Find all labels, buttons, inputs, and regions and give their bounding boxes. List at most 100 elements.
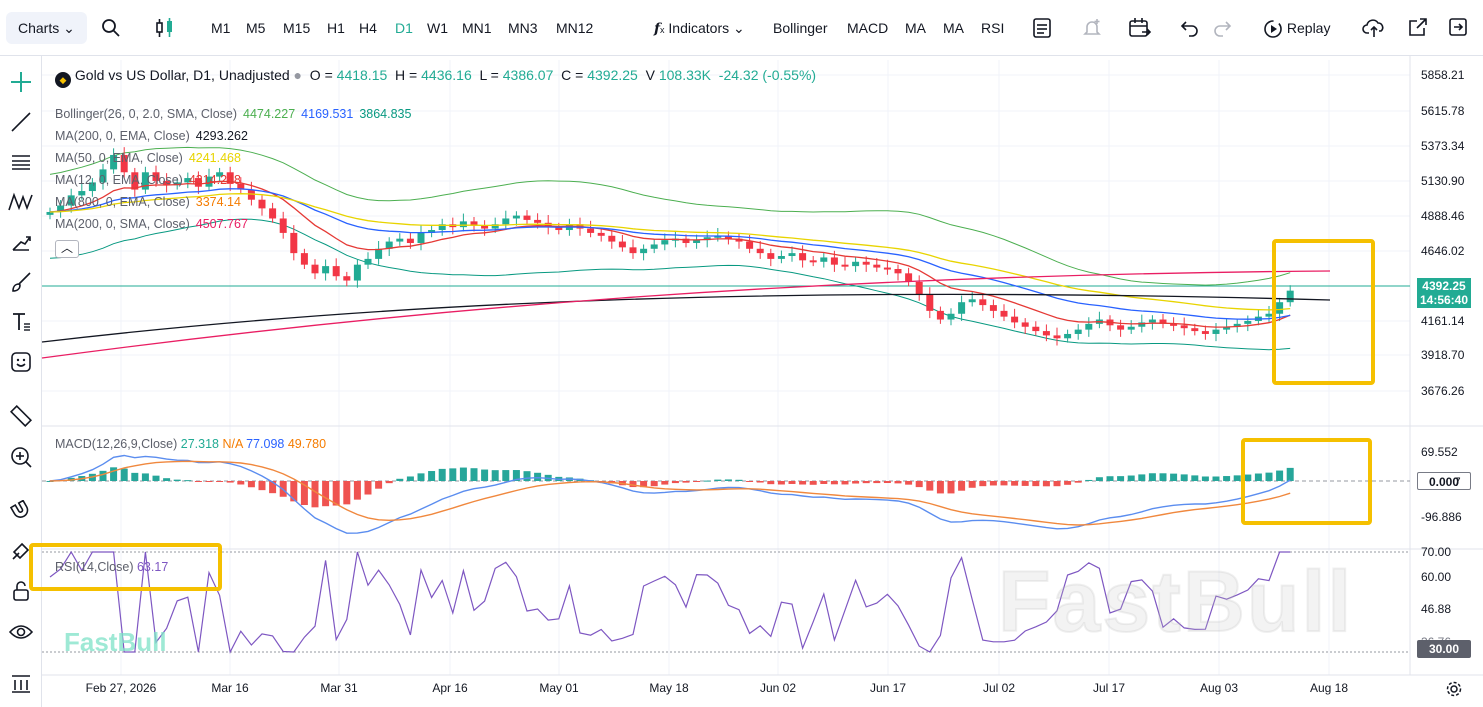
timeframe-h4[interactable]: H4 [359, 20, 377, 36]
high-value: 4436.16 [421, 67, 472, 83]
candle-body [958, 302, 966, 314]
brush-icon[interactable] [6, 267, 36, 297]
macd-histogram-bar [1042, 481, 1050, 487]
macd-histogram-bar [777, 481, 785, 485]
crosshair-icon[interactable] [6, 67, 36, 97]
trend-line-icon[interactable] [6, 107, 36, 137]
macd-histogram-bar [1159, 473, 1167, 481]
candle-body [565, 224, 573, 231]
horizontal-lines-icon[interactable] [6, 147, 36, 177]
search-icon[interactable] [101, 18, 121, 44]
quick-macd[interactable]: MACD [847, 20, 889, 36]
macd-histogram-bar [184, 480, 192, 482]
redo-icon[interactable] [1212, 17, 1232, 43]
sma200-line [41, 270, 1331, 359]
candle-body [375, 248, 383, 259]
zoom-in-icon[interactable] [6, 442, 36, 472]
alert-icon[interactable] [1081, 17, 1103, 43]
collapse-legend-button[interactable]: ︿ [55, 240, 79, 258]
candle-body [820, 257, 828, 262]
candle-body [618, 241, 626, 248]
candle-body [1212, 329, 1220, 334]
projection-icon[interactable] [6, 227, 36, 257]
candle-body [1159, 319, 1167, 324]
lock-icon[interactable] [6, 576, 36, 606]
indicator-name: MA(200, 0, EMA, Close) [55, 129, 190, 143]
macd-histogram-bar [343, 481, 351, 505]
quick-ma-2[interactable]: MA [943, 20, 964, 36]
quick-ma-1[interactable]: MA [905, 20, 926, 36]
eye-icon[interactable] [6, 617, 36, 647]
replay-button[interactable]: Replay [1263, 15, 1330, 41]
time-axis-label: Jun 02 [759, 681, 797, 695]
time-axis-label: May 01 [539, 681, 579, 695]
text-tool-icon[interactable] [6, 307, 36, 337]
candle-body [534, 219, 542, 223]
candle-body [364, 258, 372, 265]
timeframe-mn3[interactable]: MN3 [508, 20, 538, 36]
candle-body [1042, 331, 1050, 336]
timeframe-m15[interactable]: M15 [283, 20, 311, 36]
candle-body [883, 267, 891, 270]
macd-line [49, 454, 1291, 534]
charts-menu-button[interactable]: Charts ⌄ [6, 12, 87, 44]
candlestick-type-icon[interactable] [154, 17, 176, 43]
fullscreen-exit-icon[interactable] [1448, 17, 1468, 43]
macd-histogram-bar [141, 473, 149, 481]
macd-histogram-bar [1170, 473, 1178, 481]
quick-rsi[interactable]: RSI [981, 20, 1005, 36]
chevron-up-icon: ︿ [60, 241, 73, 255]
symbol-title: Gold vs US Dollar, D1, Unadjusted [74, 67, 290, 83]
timeframe-d1[interactable]: D1 [395, 20, 413, 36]
cloud-save-icon[interactable] [1362, 16, 1386, 42]
calendar-goto-icon[interactable] [1128, 17, 1152, 43]
macd-histogram-bar [67, 477, 75, 481]
settings-gear-icon[interactable] [1445, 680, 1463, 703]
candle-body [1117, 325, 1125, 330]
object-tree-icon[interactable] [6, 668, 36, 698]
macd-histogram-bar [947, 481, 955, 494]
candle-body [788, 253, 796, 257]
timeframe-m1[interactable]: M1 [211, 20, 231, 36]
candle-body [311, 264, 319, 274]
macd-histogram-bar [608, 481, 616, 484]
macd-histogram-bar [883, 481, 891, 484]
indicator-name: MA(50, 0, EMA, Close) [55, 151, 183, 165]
candle-body [332, 266, 340, 277]
ruler-icon[interactable] [6, 401, 36, 431]
timeframe-w1[interactable]: W1 [427, 20, 448, 36]
pattern-icon[interactable] [6, 187, 36, 217]
open-external-icon[interactable] [1408, 17, 1428, 43]
magnet-icon[interactable] [6, 496, 36, 526]
time-axis-label: Aug 03 [1199, 681, 1239, 695]
undo-icon[interactable] [1180, 17, 1200, 43]
macd-histogram-bar [544, 474, 552, 481]
macd-histogram-bar [915, 481, 923, 488]
time-axis-label: Apr 16 [432, 681, 468, 695]
candle-body [269, 208, 277, 219]
macd-histogram-bar [1180, 474, 1188, 481]
timeframe-mn1[interactable]: MN1 [462, 20, 492, 36]
candle-body [968, 299, 976, 303]
macd-histogram-bar [237, 481, 245, 485]
macd-histogram-bar [576, 478, 584, 481]
macd-histogram-bar [1191, 475, 1199, 481]
emoji-icon[interactable] [6, 347, 36, 377]
drawing-mode-icon[interactable] [6, 536, 36, 566]
indicators-button[interactable]: fx Indicators ⌄ [654, 15, 745, 41]
macd-histogram-bar [958, 481, 966, 491]
candle-body [640, 248, 648, 254]
timeframe-mn12[interactable]: MN12 [556, 20, 594, 36]
candle-body [979, 299, 987, 306]
macd-histogram-bar [205, 481, 213, 482]
timeframe-m5[interactable]: M5 [246, 20, 266, 36]
rsi-axis-label: 70.00 [1421, 545, 1452, 559]
indicator-legend-3: MA(12, 0, EMA, Close) 4314.248 [55, 173, 241, 187]
macd-histogram-bar [512, 470, 520, 481]
template-icon[interactable] [1032, 17, 1052, 43]
timeframe-h1[interactable]: H1 [327, 20, 345, 36]
macd-histogram-bar [1053, 481, 1061, 487]
macd-histogram-bar [989, 481, 997, 486]
candle-body [1000, 310, 1008, 317]
quick-bollinger[interactable]: Bollinger [773, 20, 828, 36]
